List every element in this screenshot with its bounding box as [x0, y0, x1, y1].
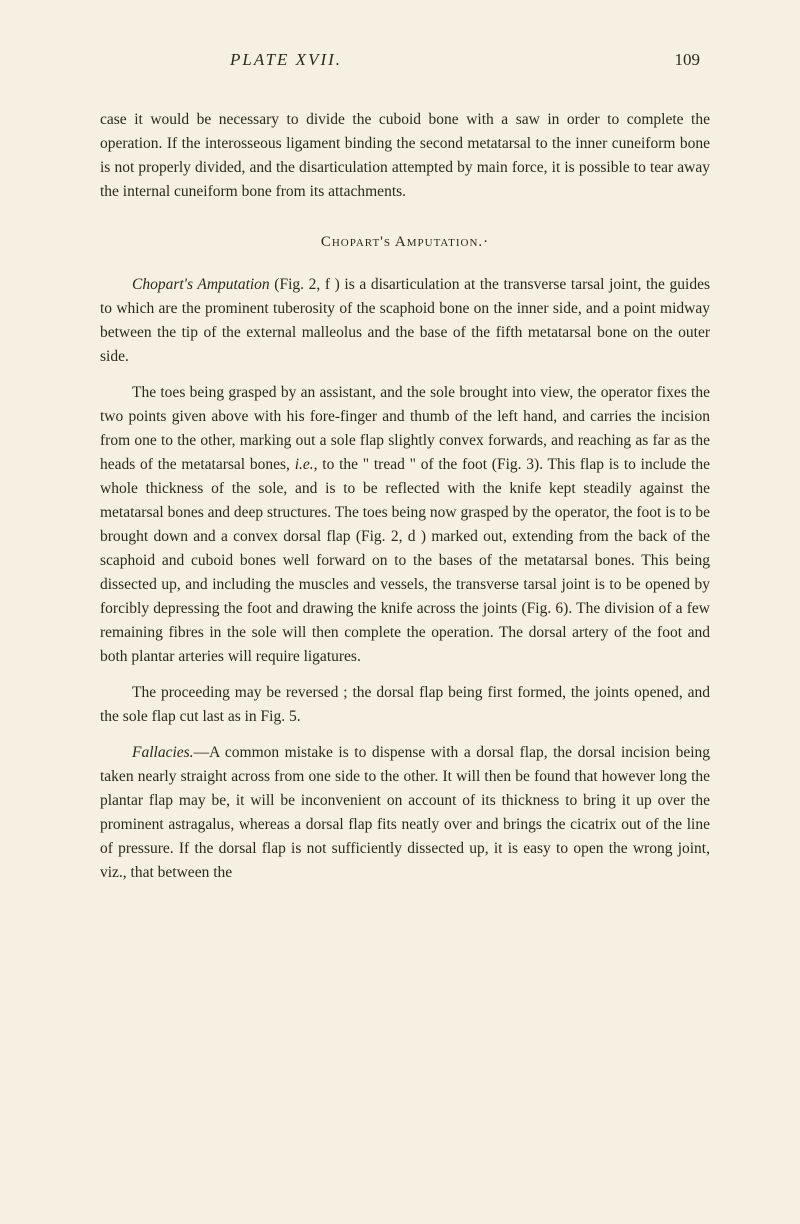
paragraph-1: case it would be necessary to divide the… — [100, 108, 710, 204]
paragraph-3: The toes being grasped by an assistant, … — [100, 381, 710, 669]
paragraph-5-rest: —A common mistake is to dispense with a … — [100, 744, 710, 881]
page-number: 109 — [675, 50, 701, 70]
paragraph-2: Chopart's Amputation (Fig. 2, f ) is a d… — [100, 273, 710, 369]
page-header: PLATE XVII. 109 — [100, 50, 710, 70]
paragraph-5: Fallacies.—A common mistake is to dispen… — [100, 741, 710, 885]
section-title: Chopart's Amputation.· — [100, 234, 710, 251]
chopart-title-italic: Chopart's Amputation — [132, 276, 270, 293]
plate-title: PLATE XVII. — [230, 50, 342, 70]
paragraph-4: The proceeding may be reversed ; the dor… — [100, 681, 710, 729]
paragraph-3-cont: to the " tread " of the foot (Fig. 3). T… — [100, 456, 710, 665]
fallacies-italic: Fallacies. — [132, 744, 194, 761]
ie-italic: i.e., — [295, 456, 318, 473]
